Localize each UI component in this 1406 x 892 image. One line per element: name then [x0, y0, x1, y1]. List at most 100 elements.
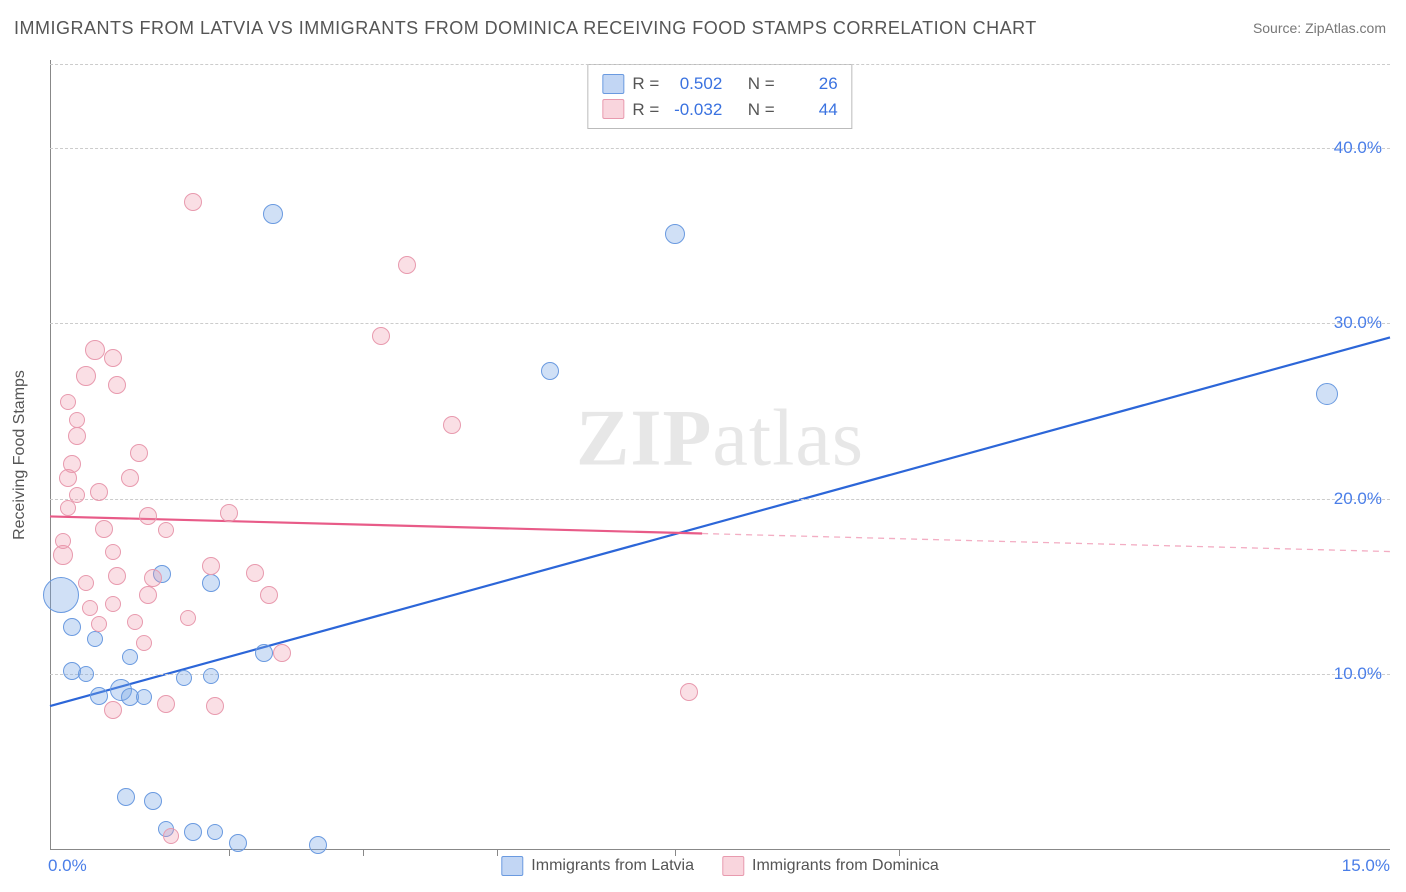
data-point — [158, 522, 174, 538]
data-point — [108, 376, 126, 394]
data-point — [78, 666, 94, 682]
swatch-icon — [722, 856, 744, 876]
data-point — [263, 204, 283, 224]
data-point — [136, 635, 152, 651]
data-point — [105, 544, 121, 560]
correlation-stats-box: R = 0.502 N = 26 R = -0.032 N = 44 — [587, 64, 852, 129]
swatch-icon — [602, 74, 624, 94]
data-point — [398, 256, 416, 274]
data-point — [117, 788, 135, 806]
data-point — [104, 349, 122, 367]
data-point — [90, 483, 108, 501]
data-point — [260, 586, 278, 604]
data-point — [136, 689, 152, 705]
data-point — [184, 193, 202, 211]
gridline — [50, 323, 1390, 324]
data-point — [203, 668, 219, 684]
x-tick-label: 0.0% — [48, 856, 87, 876]
data-point — [55, 533, 71, 549]
trend-line-dashed — [702, 534, 1390, 552]
source-attribution: Source: ZipAtlas.com — [1253, 20, 1386, 36]
data-point — [139, 507, 157, 525]
data-point — [443, 416, 461, 434]
data-point — [69, 412, 85, 428]
stats-r-value: 0.502 — [667, 71, 722, 97]
data-point — [60, 394, 76, 410]
data-point — [273, 644, 291, 662]
data-point — [665, 224, 685, 244]
data-point — [220, 504, 238, 522]
data-point — [309, 836, 327, 854]
gridline — [50, 499, 1390, 500]
data-point — [163, 828, 179, 844]
stats-r-label: R = — [632, 97, 659, 123]
data-point — [76, 366, 96, 386]
stats-r-label: R = — [632, 71, 659, 97]
data-point — [63, 455, 81, 473]
data-point — [680, 683, 698, 701]
data-point — [144, 569, 162, 587]
gridline — [50, 64, 1390, 65]
data-point — [87, 631, 103, 647]
x-tick-mark — [229, 850, 230, 856]
stats-n-label: N = — [748, 71, 775, 97]
data-point — [68, 427, 86, 445]
data-point — [139, 586, 157, 604]
data-point — [122, 649, 138, 665]
data-point — [121, 469, 139, 487]
data-point — [541, 362, 559, 380]
data-point — [202, 557, 220, 575]
stats-n-label: N = — [748, 97, 775, 123]
data-point — [255, 644, 273, 662]
x-tick-mark — [675, 850, 676, 856]
data-point — [85, 340, 105, 360]
data-point — [180, 610, 196, 626]
y-tick-label: 30.0% — [1334, 313, 1382, 333]
data-point — [157, 695, 175, 713]
data-point — [108, 567, 126, 585]
data-point — [184, 823, 202, 841]
stats-row-latvia: R = 0.502 N = 26 — [602, 71, 837, 97]
legend-label: Immigrants from Dominica — [752, 857, 939, 875]
stats-n-value: 44 — [783, 97, 838, 123]
chart-plot-area: Receiving Food Stamps ZIPatlas R = 0.502… — [50, 60, 1390, 850]
data-point — [207, 824, 223, 840]
data-point — [91, 616, 107, 632]
gridline — [50, 148, 1390, 149]
stats-row-dominica: R = -0.032 N = 44 — [602, 97, 837, 123]
data-point — [246, 564, 264, 582]
swatch-icon — [501, 856, 523, 876]
data-point — [63, 618, 81, 636]
stats-n-value: 26 — [783, 71, 838, 97]
data-point — [202, 574, 220, 592]
legend-item-dominica: Immigrants from Dominica — [722, 856, 939, 876]
x-tick-mark — [899, 850, 900, 856]
y-tick-label: 20.0% — [1334, 489, 1382, 509]
legend-label: Immigrants from Latvia — [531, 857, 694, 875]
data-point — [1316, 383, 1338, 405]
data-point — [105, 596, 121, 612]
data-point — [95, 520, 113, 538]
y-tick-label: 40.0% — [1334, 138, 1382, 158]
y-axis-label: Receiving Food Stamps — [11, 370, 29, 540]
data-point — [104, 701, 122, 719]
data-point — [144, 792, 162, 810]
swatch-icon — [602, 99, 624, 119]
data-point — [206, 697, 224, 715]
data-point — [127, 614, 143, 630]
data-point — [90, 687, 108, 705]
chart-title: IMMIGRANTS FROM LATVIA VS IMMIGRANTS FRO… — [14, 18, 1037, 39]
x-tick-label: 15.0% — [1342, 856, 1390, 876]
x-tick-mark — [363, 850, 364, 856]
data-point — [82, 600, 98, 616]
x-tick-mark — [497, 850, 498, 856]
data-point — [372, 327, 390, 345]
stats-r-value: -0.032 — [667, 97, 722, 123]
data-point — [176, 670, 192, 686]
y-tick-label: 10.0% — [1334, 664, 1382, 684]
legend-item-latvia: Immigrants from Latvia — [501, 856, 694, 876]
data-point — [78, 575, 94, 591]
data-point — [229, 834, 247, 852]
data-point — [43, 577, 79, 613]
data-point — [130, 444, 148, 462]
